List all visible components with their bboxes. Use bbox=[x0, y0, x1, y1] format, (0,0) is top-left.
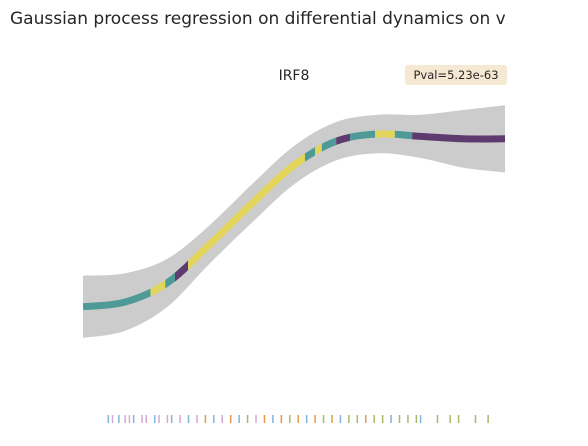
annotation: Pval=5.23e-63 bbox=[413, 68, 498, 82]
curve-segment bbox=[412, 132, 505, 143]
confidence-band bbox=[83, 105, 505, 338]
curve-segment bbox=[188, 153, 305, 271]
chart-title: Gaussian process regression on different… bbox=[10, 9, 506, 29]
chart-subtitle: IRF8 bbox=[279, 68, 310, 84]
curve-segment bbox=[150, 279, 166, 297]
annotation-box bbox=[405, 65, 507, 85]
